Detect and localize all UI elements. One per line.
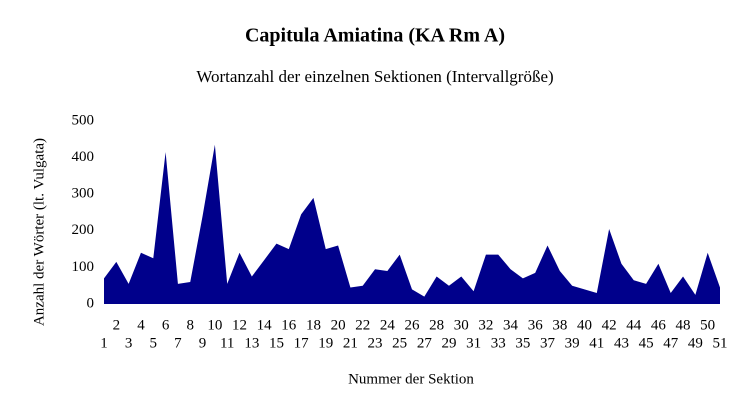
x-tick-label: 43 [614, 335, 629, 351]
x-tick-label: 12 [232, 317, 247, 333]
y-tick-label: 0 [87, 295, 95, 311]
x-tick-label: 25 [392, 335, 407, 351]
x-tick-label: 9 [199, 335, 207, 351]
x-tick-label: 22 [355, 317, 370, 333]
x-tick-label: 6 [162, 317, 170, 333]
chart-title: Capitula Amiatina (KA Rm A) [245, 25, 505, 47]
x-tick-label: 18 [306, 317, 321, 333]
x-tick-label: 20 [331, 317, 346, 333]
x-tick-label: 49 [688, 335, 703, 351]
x-tick-label: 37 [540, 335, 556, 351]
x-tick-label: 2 [113, 317, 121, 333]
x-tick-label: 44 [626, 317, 642, 333]
x-tick-label: 17 [294, 335, 310, 351]
x-tick-label: 31 [466, 335, 481, 351]
x-tick-label: 21 [343, 335, 358, 351]
y-tick-label: 400 [72, 149, 95, 165]
x-tick-label: 34 [503, 317, 519, 333]
y-tick-label: 500 [72, 112, 95, 128]
x-tick-label: 50 [700, 317, 715, 333]
x-tick-label: 8 [186, 317, 194, 333]
x-tick-label: 30 [454, 317, 469, 333]
x-tick-label: 45 [639, 335, 654, 351]
x-tick-label: 5 [150, 335, 158, 351]
x-tick-label: 15 [269, 335, 284, 351]
x-tick-label: 27 [417, 335, 433, 351]
y-axis-label: Anzahl der Wörter (lt. Vulgata) [31, 138, 47, 326]
x-tick-label: 32 [478, 317, 493, 333]
x-tick-label: 46 [651, 317, 667, 333]
x-tick-label: 28 [429, 317, 444, 333]
x-tick-label: 13 [244, 335, 259, 351]
x-tick-label: 39 [565, 335, 580, 351]
chart-subtitle: Wortanzahl der einzelnen Sektionen (Inte… [196, 67, 553, 86]
x-tick-label: 40 [577, 317, 592, 333]
y-tick-label: 100 [72, 259, 95, 275]
x-tick-label: 38 [552, 317, 567, 333]
x-tick-label: 16 [281, 317, 297, 333]
x-tick-label: 7 [174, 335, 182, 351]
x-tick-label: 48 [676, 317, 691, 333]
x-tick-label: 19 [318, 335, 333, 351]
x-tick-label: 42 [602, 317, 617, 333]
x-tick-label: 11 [220, 335, 234, 351]
x-tick-label: 51 [713, 335, 728, 351]
x-tick-label: 36 [528, 317, 544, 333]
x-axis-label: Nummer der Sektion [348, 371, 474, 387]
y-tick-label: 300 [72, 186, 95, 202]
x-tick-label: 41 [589, 335, 604, 351]
y-tick-label: 200 [72, 222, 95, 238]
x-tick-label: 33 [491, 335, 506, 351]
x-tick-label: 3 [125, 335, 133, 351]
x-tick-label: 10 [207, 317, 222, 333]
x-tick-label: 26 [405, 317, 421, 333]
x-tick-label: 23 [368, 335, 383, 351]
x-tick-label: 29 [441, 335, 456, 351]
x-tick-label: 47 [663, 335, 679, 351]
x-tick-label: 24 [380, 317, 396, 333]
x-tick-label: 35 [515, 335, 530, 351]
area [104, 144, 720, 304]
x-tick-label: 1 [100, 335, 108, 351]
x-tick-label: 14 [257, 317, 273, 333]
x-tick-label: 4 [137, 317, 145, 333]
